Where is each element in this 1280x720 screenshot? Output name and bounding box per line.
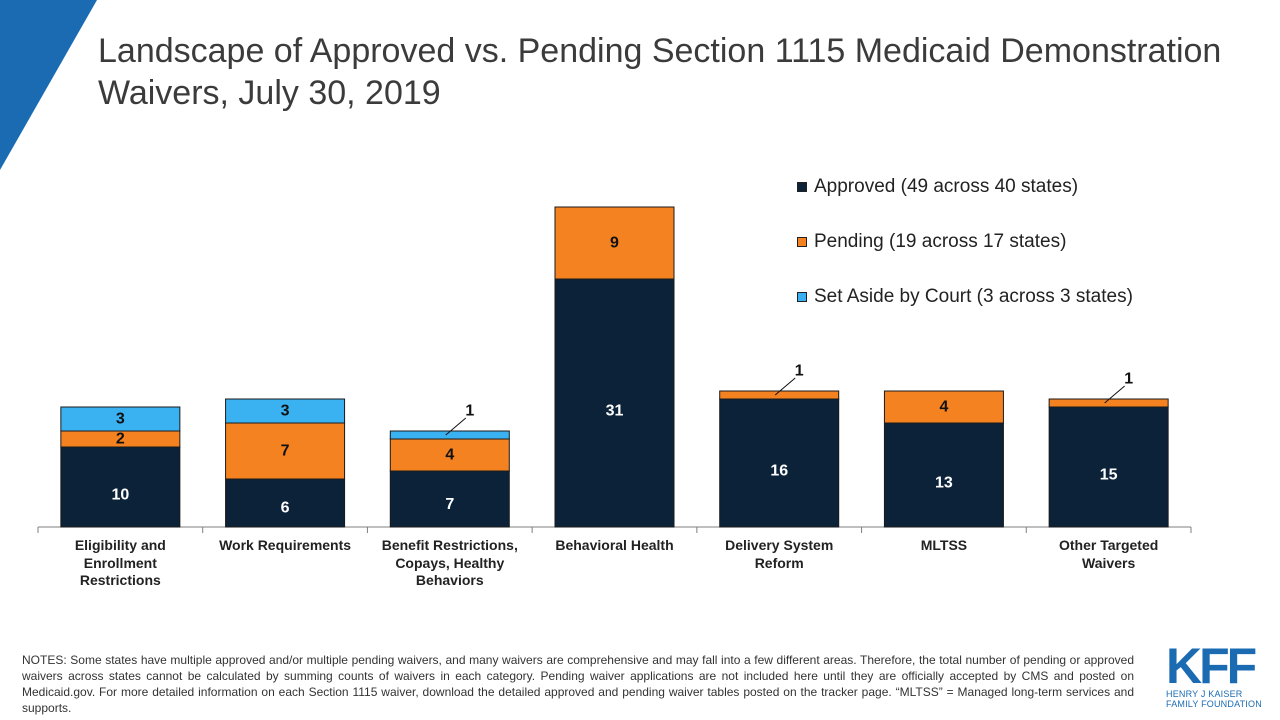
legend-label-approved: Approved (49 across 40 states)	[814, 176, 1079, 197]
category-label: Delivery System Reform	[697, 537, 861, 572]
legend-item-set-aside: Set Aside by Court (3 across 3 states)	[797, 285, 1133, 309]
legend-swatch-pending	[797, 237, 807, 247]
bar-approved	[554, 278, 675, 528]
category-label-line: Enrollment	[83, 554, 157, 571]
category-label-line: Waivers	[1082, 554, 1136, 571]
chart-notes: NOTES: Some states have multiple approve…	[22, 653, 1134, 715]
leader-line	[774, 377, 796, 396]
category-label-line: Copays, Healthy	[395, 554, 505, 571]
legend-item-approved: Approved (49 across 40 states)	[797, 175, 1078, 199]
bar-approved	[225, 478, 346, 528]
kff-logo-line2: FAMILY FOUNDATION	[1166, 699, 1262, 709]
category-label: MLTSS	[862, 537, 1026, 555]
category-label: Behavioral Health	[533, 537, 697, 555]
category-label-line: MLTSS	[920, 537, 968, 553]
data-label-approved: 6	[281, 499, 290, 516]
data-label-pending: 2	[116, 431, 125, 448]
bar-approved	[883, 422, 1004, 528]
legend-label-pending: Pending (19 across 17 states)	[814, 231, 1067, 252]
legend-item-pending: Pending (19 across 17 states)	[797, 230, 1066, 254]
category-label: Benefit Restrictions, Copays, Healthy Beha…	[368, 537, 532, 590]
corner-accent-shape	[0, 0, 97, 170]
bar-approved	[719, 398, 840, 528]
category-label-line: Restrictions	[79, 572, 161, 588]
data-label-set-aside: 1	[465, 403, 474, 420]
leader-line	[1104, 385, 1125, 404]
page-title: Landscape of Approved vs. Pending Sectio…	[98, 32, 1222, 112]
data-label-pending: 4	[445, 447, 454, 464]
category-label-line: Behaviors	[415, 572, 484, 588]
data-label-pending: 9	[610, 235, 619, 252]
bar-pending	[554, 206, 675, 280]
data-label-approved: 16	[770, 463, 788, 480]
data-label-approved: 15	[1100, 467, 1118, 484]
kff-logo-letters: KFF	[1166, 638, 1257, 694]
data-label-pending: 7	[281, 443, 290, 460]
bar-approved	[60, 446, 181, 528]
legend-label-set-aside: Set Aside by Court (3 across 3 states)	[814, 286, 1133, 307]
category-label-line: Benefit Restrictions,	[381, 537, 518, 553]
bar-pending	[883, 390, 1004, 424]
bar-pending	[389, 438, 510, 472]
kff-logo: KFF HENRY J KAISER FAMILY FOUNDATION	[1166, 638, 1266, 709]
category-label: Work Requirements	[203, 537, 367, 555]
data-label-approved: 31	[606, 403, 624, 420]
category-label: Other Targeted Waivers	[1027, 537, 1191, 572]
bar-set-aside	[225, 398, 346, 424]
legend-swatch-set-aside	[797, 292, 807, 302]
data-label-pending: 1	[795, 363, 804, 380]
legend-swatch-approved	[797, 182, 807, 192]
bar-set-aside	[60, 406, 181, 432]
data-label-pending: 1	[1124, 371, 1133, 388]
data-label-set-aside: 3	[281, 403, 290, 420]
bar-pending	[225, 422, 346, 480]
kff-logo-line1: HENRY J KAISER	[1166, 689, 1243, 699]
category-label-line: Eligibility and	[74, 537, 166, 553]
category-label: Eligibility and Enrollment Restrictions	[38, 537, 202, 590]
category-label-line: Delivery System	[725, 537, 834, 553]
data-label-approved: 7	[445, 496, 454, 513]
data-label-approved: 10	[111, 487, 129, 504]
leader-line	[445, 417, 467, 436]
category-label-line: Behavioral Health	[555, 537, 674, 553]
data-label-set-aside: 3	[116, 411, 125, 428]
category-label-line: Other Targeted	[1058, 537, 1159, 553]
data-label-approved: 13	[935, 475, 953, 492]
category-label-line: Reform	[754, 554, 804, 571]
data-label-pending: 4	[939, 399, 948, 416]
category-label-line: Work Requirements	[219, 537, 352, 553]
bar-approved	[1048, 406, 1169, 528]
